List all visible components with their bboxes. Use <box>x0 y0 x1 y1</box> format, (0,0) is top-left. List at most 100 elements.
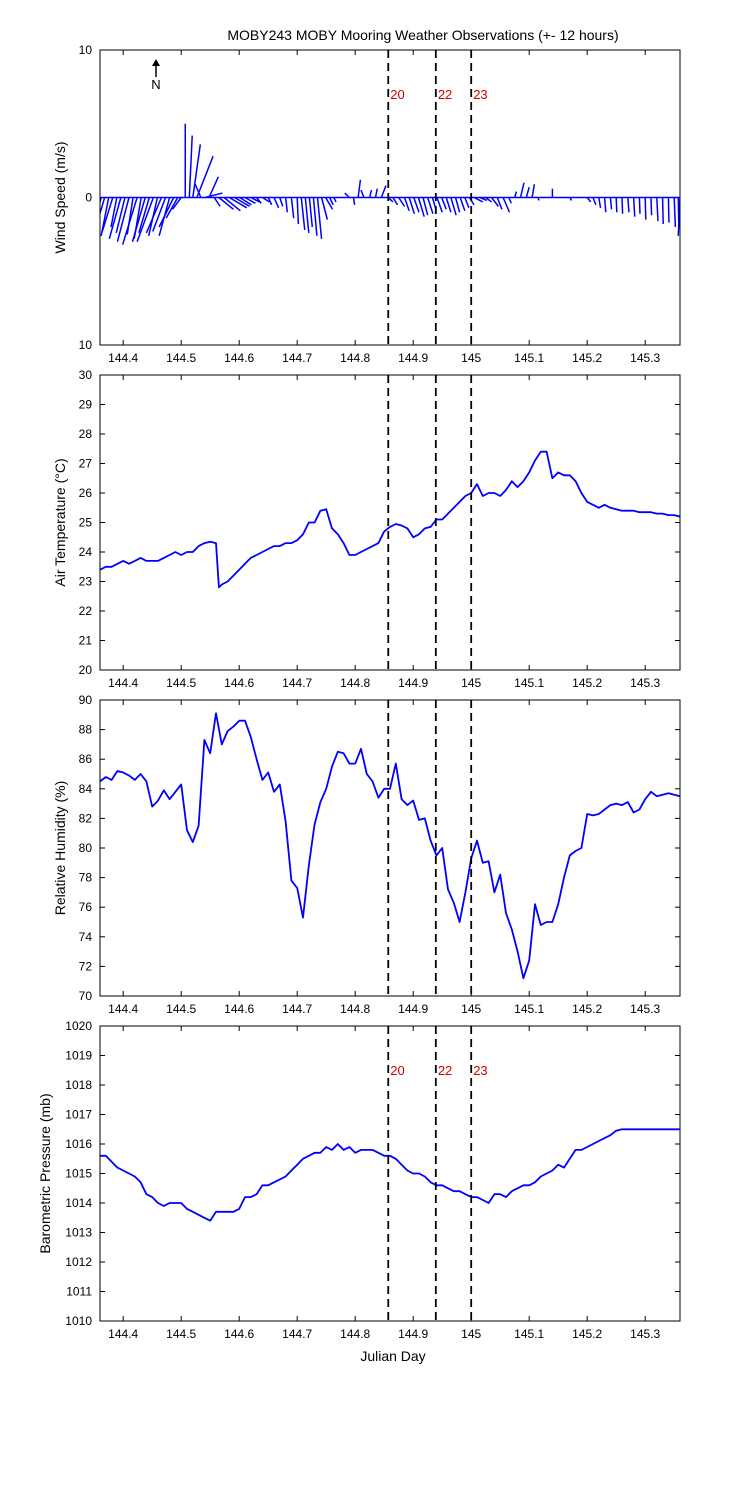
x-tick-label: 145.1 <box>514 1327 544 1341</box>
y-axis-label: Barometric Pressure (mb) <box>37 1093 53 1253</box>
wind-vector <box>101 197 114 232</box>
wind-vector <box>440 197 447 210</box>
wind-vector <box>267 197 273 206</box>
wind-vector <box>609 197 613 210</box>
wind-vector <box>360 189 365 198</box>
wind-vector <box>329 197 334 206</box>
wind-vector <box>218 196 234 210</box>
wind-vector <box>256 197 262 204</box>
wind-vector <box>171 197 182 210</box>
plot-area <box>100 712 680 980</box>
x-tick-label: 145.1 <box>514 1002 544 1016</box>
north-arrow-icon <box>152 59 160 66</box>
x-tick-label: 144.5 <box>166 1002 196 1016</box>
north-label: N <box>151 77 160 92</box>
wind-vector <box>213 197 221 207</box>
x-axis-label: Julian Day <box>360 1348 425 1364</box>
wind-vector <box>158 197 175 228</box>
x-tick-label: 144.7 <box>282 676 312 690</box>
x-tick-label: 145.3 <box>630 1002 660 1016</box>
x-tick-label: 144.6 <box>224 1002 254 1016</box>
x-tick-label: 144.8 <box>340 351 370 365</box>
wind-vector <box>479 196 488 202</box>
y-tick-label: 1011 <box>66 1285 92 1299</box>
y-tick-label: 0 <box>85 191 92 205</box>
y-tick-label: 20 <box>79 663 93 677</box>
wind-vector <box>615 197 618 213</box>
marker-label: 20 <box>390 1063 404 1078</box>
axes-box <box>99 374 681 671</box>
x-tick-label: 145.3 <box>630 351 660 365</box>
wind-vector <box>436 197 443 213</box>
y-tick-label: 1017 <box>65 1108 92 1122</box>
x-tick-label: 144.7 <box>282 1002 312 1016</box>
wind-vector <box>316 197 323 239</box>
y-tick-label: 10 <box>79 338 93 352</box>
wind-vector <box>490 197 500 207</box>
wind-vector <box>223 196 241 212</box>
y-tick-label: 26 <box>79 486 93 500</box>
y-tick-label: 70 <box>79 989 93 1003</box>
x-tick-label: 145.3 <box>630 1327 660 1341</box>
wind-vector <box>284 197 289 213</box>
wind-vector <box>496 197 503 210</box>
wind-vector <box>300 197 306 231</box>
wind-vector <box>192 144 202 198</box>
marker-label: 23 <box>473 1063 487 1078</box>
y-tick-label: 1016 <box>65 1137 92 1151</box>
x-tick-label: 144.4 <box>108 351 138 365</box>
y-axis-label: Relative Humidity (%) <box>52 781 68 916</box>
y-tick-label: 27 <box>79 457 93 471</box>
wind-vector <box>138 197 151 234</box>
wind-vector <box>598 197 602 208</box>
wind-vector <box>324 197 334 210</box>
wind-vector <box>392 197 399 206</box>
x-tick-label: 144.8 <box>340 1327 370 1341</box>
x-tick-label: 144.9 <box>398 1002 428 1016</box>
wind-vector <box>165 197 179 219</box>
wind-vector <box>228 196 248 209</box>
plot-area <box>100 123 680 245</box>
wind-vector <box>621 197 624 214</box>
y-tick-label: 1019 <box>65 1049 92 1063</box>
y-tick-label: 80 <box>79 841 93 855</box>
series-line <box>100 712 680 980</box>
x-tick-label: 145.2 <box>572 351 602 365</box>
x-tick-label: 144.5 <box>166 1327 196 1341</box>
y-tick-label: 1014 <box>65 1196 92 1210</box>
wind-vector <box>627 197 630 213</box>
y-tick-label: 90 <box>79 693 93 707</box>
wind-vector <box>632 197 636 217</box>
wind-vector <box>357 179 362 198</box>
wind-vector <box>121 197 138 245</box>
x-tick-label: 145.2 <box>572 676 602 690</box>
x-tick-label: 145.2 <box>572 1002 602 1016</box>
y-tick-label: 1018 <box>65 1078 92 1092</box>
panel-wind: 144.4 144.5 144.6 144.7 144.8 144.9 145 145.1 14… <box>52 43 681 365</box>
wind-vector <box>368 189 373 198</box>
wind-vector <box>525 186 530 198</box>
wind-vector <box>352 197 356 205</box>
y-tick-label: 1015 <box>65 1167 92 1181</box>
x-tick-label: 144.8 <box>340 676 370 690</box>
wind-vector <box>344 192 350 199</box>
wind-vector <box>656 197 659 222</box>
wind-vector <box>304 197 310 233</box>
y-tick-label: 84 <box>79 782 93 796</box>
wind-vector <box>131 197 146 242</box>
y-axis-label: Wind Speed (m/s) <box>52 141 68 253</box>
wind-vector <box>650 197 653 216</box>
wind-vector <box>208 176 220 198</box>
x-tick-label: 144.9 <box>398 676 428 690</box>
wind-vector <box>592 197 597 206</box>
x-tick-label: 145 <box>461 676 481 690</box>
axes-box <box>99 49 681 346</box>
wind-vector <box>110 197 118 228</box>
x-tick-label: 144.7 <box>282 351 312 365</box>
y-tick-label: 1010 <box>65 1314 92 1328</box>
wind-vector <box>468 197 475 206</box>
wind-vector <box>673 197 677 228</box>
panel-airtemp: 144.4 144.5 144.6 144.7 144.8 144.9 145 145.1 14… <box>52 368 681 690</box>
wind-vector <box>586 197 592 203</box>
